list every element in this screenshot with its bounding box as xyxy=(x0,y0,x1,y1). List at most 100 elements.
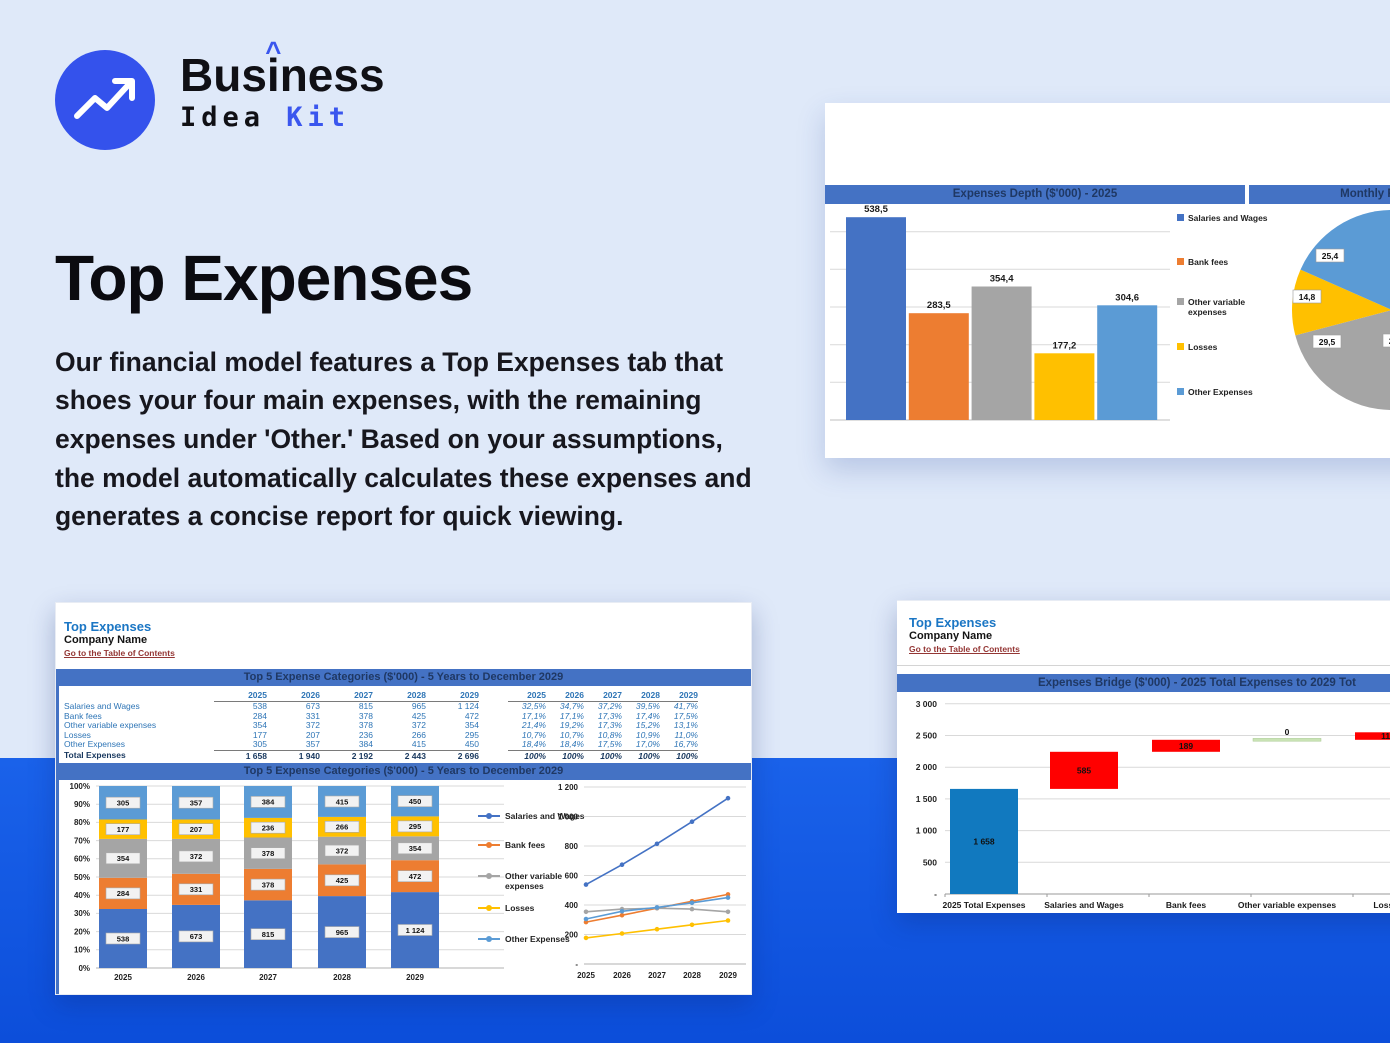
y-tick-label: 2 500 xyxy=(916,731,938,741)
bar-value-label: 283,5 xyxy=(927,300,951,311)
table-row: 21,4% 19,2% 17,3% 15,2% 13,1% xyxy=(508,720,698,731)
brand-text: Busi ^ ness Idea Kit xyxy=(180,36,385,133)
top-expenses-sheet: Top Expenses Company Name Go to the Tabl… xyxy=(55,602,752,995)
year-header: 2025 xyxy=(508,689,546,702)
pct-cell: 17,1% xyxy=(521,710,546,721)
segment-value-label: 266 xyxy=(336,823,349,832)
table-header-row: 2025 2026 2027 2028 2029 xyxy=(508,689,698,702)
value-cell: 295 xyxy=(464,729,479,740)
waterfall-bar xyxy=(1152,739,1220,752)
legend-label: Losses xyxy=(1188,342,1218,352)
table-of-contents-link[interactable]: Go to the Table of Contents xyxy=(909,644,1020,654)
year-header: 2026 xyxy=(267,689,320,702)
value-cell: 378 xyxy=(358,710,373,721)
value-cell: 425 xyxy=(411,710,426,721)
y-tick-label: 30% xyxy=(74,909,90,918)
pct-cell: 17,4% xyxy=(635,710,660,721)
table-row: Salaries and Wages 538 673 815 965 1 124 xyxy=(64,701,479,711)
stacked-bar-chart: 0% 10% 20% 30% 40% 50% 60% 70% 80% 90% 100% 538 284 3… xyxy=(56,783,521,993)
data-point xyxy=(583,909,589,915)
total-pct-cell: 100% xyxy=(622,749,660,762)
table-row: Bank fees 284 331 378 425 472 xyxy=(64,710,479,721)
total-cell: 2 192 xyxy=(320,749,373,762)
total-cell: 1 940 xyxy=(267,749,320,762)
segment-value-label: 425 xyxy=(336,876,349,885)
y-tick-label: 600 xyxy=(565,871,579,880)
expenses-depth-panel: Expenses Depth ($'000) - 2025 Monthly Ru… xyxy=(825,103,1390,458)
pie-value-label: 29,5 xyxy=(1319,337,1336,347)
bar xyxy=(971,286,1032,420)
segment-label-box xyxy=(324,820,360,833)
y-tick-label: 2 000 xyxy=(916,762,938,772)
segment-label-box xyxy=(178,823,214,836)
segment-label-box xyxy=(105,852,141,865)
segment-value-label: 295 xyxy=(409,822,422,831)
pct-cell: 15,2% xyxy=(635,720,660,730)
pct-cell: 17,3% xyxy=(597,720,622,730)
legend-item: Salaries and Wages xyxy=(1177,213,1281,223)
bridge-section-header: Expenses Bridge ($'000) - 2025 Total Exp… xyxy=(897,674,1390,692)
pie-slice xyxy=(1292,269,1390,336)
value-cell: 372 xyxy=(411,720,426,730)
value-cell: 1 124 xyxy=(457,701,479,711)
line-chart: - 200 400 600 800 1 000 1 200 2025 2026 2027 2028 2… xyxy=(544,783,751,995)
x-tick-label: Other variable expenses xyxy=(1238,900,1337,910)
bar-value-label: 538,5 xyxy=(864,204,888,215)
segment-value-label: 177 xyxy=(117,825,130,834)
year-header: 2028 xyxy=(373,689,426,702)
year-header: 2029 xyxy=(660,689,698,702)
table-total-row: Total Expenses 1 658 1 940 2 192 2 443 2 696 xyxy=(64,749,479,762)
bar xyxy=(1034,353,1095,420)
value-cell: 354 xyxy=(464,720,479,730)
pct-cell: 18,4% xyxy=(559,739,584,749)
step-value-label: 585 xyxy=(1077,765,1091,775)
data-point xyxy=(654,905,660,910)
step-value-label: 118 xyxy=(1381,731,1390,741)
table-row: Losses 177 207 236 266 295 xyxy=(64,729,479,740)
y-tick-label: 400 xyxy=(565,901,579,910)
segment-label-box xyxy=(250,878,286,891)
value-cell: 372 xyxy=(305,720,320,730)
legend-swatch xyxy=(1177,343,1184,350)
pct-cell: 32,5% xyxy=(521,701,546,711)
y-tick-label: 800 xyxy=(565,842,579,851)
expenses-bridge-sheet: Top Expenses Company Name Go to the Tabl… xyxy=(897,600,1390,913)
data-point xyxy=(654,841,660,847)
legend-item: Other variable expenses xyxy=(478,871,586,891)
legend-swatch xyxy=(1177,214,1184,221)
segment-label-box xyxy=(105,796,141,809)
legend-swatch xyxy=(1177,258,1184,265)
legend-label: Bank fees xyxy=(505,840,546,850)
table-header-row: 2025 2026 2027 2028 2029 xyxy=(64,689,479,702)
monthly-run-rate-header: Monthly Run-Rate ($'000 xyxy=(1249,185,1390,204)
segment-label-box xyxy=(178,883,214,896)
divider xyxy=(897,665,1390,666)
y-tick-label: 200 xyxy=(565,930,579,939)
table-row: 32,5% 34,7% 37,2% 39,5% 41,7% xyxy=(508,701,698,712)
segment-value-label: 384 xyxy=(262,798,275,807)
pie-value-label: 25,4 xyxy=(1322,251,1339,261)
year-header: 2028 xyxy=(622,689,660,702)
value-cell: 266 xyxy=(411,729,426,740)
value-cell: 538 xyxy=(252,701,267,711)
pct-cell: 11,0% xyxy=(674,729,698,740)
total-cell: 1 658 xyxy=(214,749,267,762)
brand-name: Busi ^ ness xyxy=(180,36,385,101)
expense-percent-table: 2025 2026 2027 2028 2029 32,5% 34,7% 37,2% 39,5%… xyxy=(508,689,698,762)
pie-label-box xyxy=(1292,289,1322,304)
table-of-contents-link[interactable]: Go to the Table of Contents xyxy=(64,648,175,658)
total-cell: 2 696 xyxy=(426,749,479,762)
pct-cell: 34,7% xyxy=(559,701,584,711)
legend-label: Other variable expenses xyxy=(505,871,563,892)
pct-cell: 39,5% xyxy=(635,701,660,711)
value-cell: 331 xyxy=(305,710,320,721)
pct-cell: 10,9% xyxy=(635,729,660,740)
segment-value-label: 815 xyxy=(262,930,275,939)
legend-marker xyxy=(478,936,500,942)
data-point xyxy=(619,909,625,914)
table-row: Other variable expenses 354 372 378 372 354 xyxy=(64,720,479,730)
x-tick-label: 2028 xyxy=(333,973,351,982)
segment-label-box xyxy=(105,887,141,900)
data-point xyxy=(689,906,695,912)
